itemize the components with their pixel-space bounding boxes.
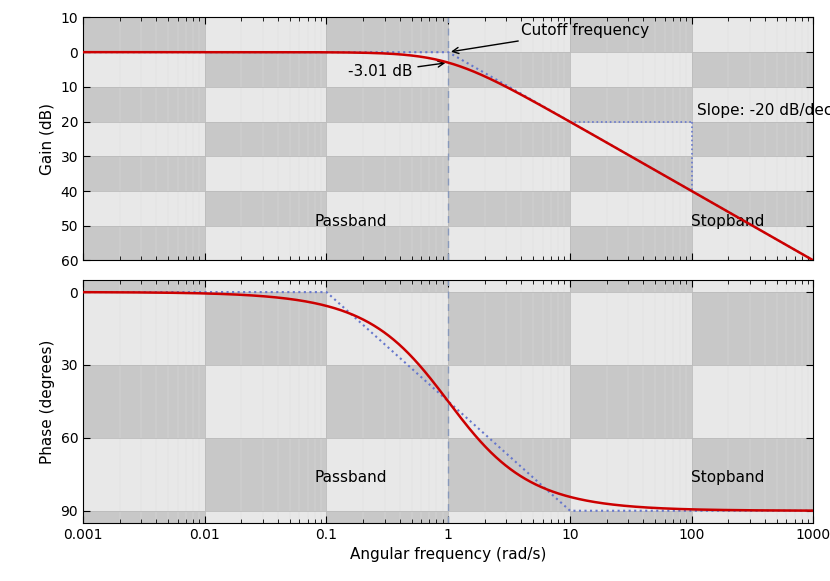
- Bar: [570, 121, 691, 156]
- Bar: [83, 280, 205, 292]
- Text: Stopband: Stopband: [691, 214, 765, 229]
- Bar: [205, 17, 326, 52]
- Bar: [570, 191, 691, 226]
- Bar: [83, 292, 205, 365]
- Bar: [205, 292, 326, 365]
- Bar: [448, 156, 570, 191]
- Text: -3.01 dB: -3.01 dB: [348, 61, 444, 80]
- Bar: [83, 156, 205, 191]
- Bar: [570, 292, 691, 365]
- Bar: [691, 121, 813, 156]
- Bar: [326, 52, 448, 87]
- Bar: [691, 52, 813, 87]
- Bar: [570, 438, 691, 511]
- Bar: [691, 17, 813, 52]
- Bar: [448, 365, 570, 438]
- Bar: [205, 87, 326, 121]
- Bar: [205, 226, 326, 260]
- Bar: [570, 280, 691, 292]
- Bar: [691, 280, 813, 292]
- Text: Passband: Passband: [315, 469, 387, 485]
- Bar: [83, 17, 205, 52]
- Bar: [570, 87, 691, 121]
- Bar: [691, 438, 813, 511]
- Bar: [205, 52, 326, 87]
- Bar: [326, 156, 448, 191]
- Text: Passband: Passband: [315, 214, 387, 229]
- Bar: [205, 191, 326, 226]
- Bar: [570, 511, 691, 523]
- Bar: [448, 17, 570, 52]
- Bar: [570, 52, 691, 87]
- Bar: [448, 511, 570, 523]
- Text: Stopband: Stopband: [691, 469, 765, 485]
- Bar: [448, 52, 570, 87]
- Bar: [205, 121, 326, 156]
- Bar: [326, 280, 448, 292]
- Bar: [326, 87, 448, 121]
- Bar: [448, 438, 570, 511]
- Bar: [83, 121, 205, 156]
- Bar: [326, 121, 448, 156]
- Bar: [448, 280, 570, 292]
- Bar: [570, 17, 691, 52]
- Text: Cutoff frequency: Cutoff frequency: [452, 23, 650, 53]
- Bar: [83, 52, 205, 87]
- Bar: [691, 156, 813, 191]
- Bar: [326, 438, 448, 511]
- Bar: [83, 87, 205, 121]
- Bar: [691, 191, 813, 226]
- Y-axis label: Phase (degrees): Phase (degrees): [40, 339, 55, 464]
- Bar: [83, 438, 205, 511]
- Bar: [205, 511, 326, 523]
- Bar: [691, 226, 813, 260]
- Bar: [326, 17, 448, 52]
- Bar: [205, 156, 326, 191]
- Bar: [570, 365, 691, 438]
- Bar: [83, 365, 205, 438]
- Bar: [691, 365, 813, 438]
- Bar: [448, 87, 570, 121]
- Bar: [448, 292, 570, 365]
- Bar: [570, 156, 691, 191]
- Bar: [326, 292, 448, 365]
- Bar: [570, 226, 691, 260]
- Bar: [205, 280, 326, 292]
- Bar: [326, 511, 448, 523]
- Bar: [83, 191, 205, 226]
- Bar: [448, 121, 570, 156]
- Bar: [205, 365, 326, 438]
- Bar: [691, 292, 813, 365]
- Y-axis label: Gain (dB): Gain (dB): [40, 103, 55, 175]
- Text: Slope: -20 dB/decade: Slope: -20 dB/decade: [696, 103, 830, 117]
- X-axis label: Angular frequency (rad/s): Angular frequency (rad/s): [350, 547, 546, 562]
- Bar: [691, 511, 813, 523]
- Bar: [326, 191, 448, 226]
- Bar: [448, 191, 570, 226]
- Bar: [83, 511, 205, 523]
- Bar: [83, 226, 205, 260]
- Bar: [691, 87, 813, 121]
- Bar: [326, 226, 448, 260]
- Bar: [205, 438, 326, 511]
- Bar: [448, 226, 570, 260]
- Bar: [326, 365, 448, 438]
